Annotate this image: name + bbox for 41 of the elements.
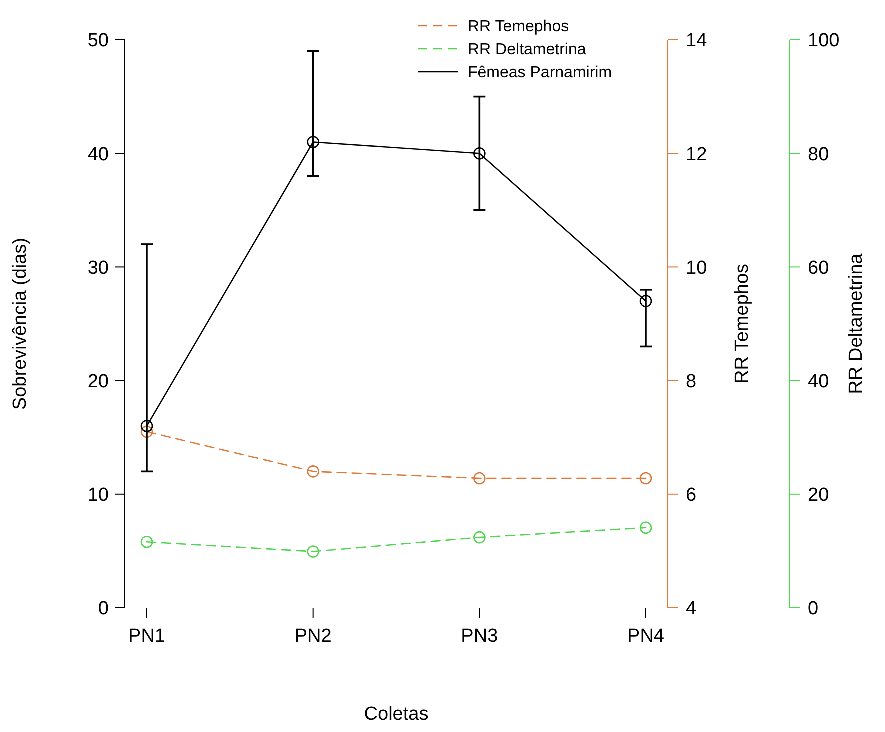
y2-tick-label: 4: [686, 598, 697, 620]
y-axis-title: Sobrevivência (dias): [10, 238, 31, 410]
x-tick-label: PN3: [461, 626, 498, 647]
y2-tick-label: 8: [686, 371, 697, 392]
y3-tick-label: 0: [808, 598, 819, 620]
legend-label: RR Temephos: [468, 18, 570, 36]
y2-tick-label: 6: [686, 485, 697, 506]
y-tick-label: 20: [88, 371, 109, 392]
legend-label: RR Deltametrina: [468, 42, 586, 59]
point: [307, 136, 320, 148]
point: [474, 147, 486, 160]
y-tick-label: 50: [88, 30, 109, 52]
y3-tick-label: 20: [808, 485, 830, 506]
y3-tick-label: 100: [808, 30, 840, 52]
y2-axis-title: RR Temephos: [732, 264, 753, 384]
y3-tick-label: 40: [808, 371, 830, 392]
x-tick-label: PN1: [128, 626, 166, 647]
y3-tick-label: 80: [808, 144, 830, 166]
x-axis-title: Coletas: [364, 704, 429, 725]
point: [474, 472, 486, 485]
x-tick-label: PN4: [628, 626, 665, 647]
y2-tick-label: 12: [686, 144, 708, 166]
x-tick-label: PN2: [294, 626, 332, 647]
y-tick-label: 40: [88, 144, 109, 166]
legend-label: Fêmeas Parnamirim: [468, 64, 612, 82]
y-tick-label: 10: [88, 485, 109, 506]
y3-axis-title: RR Deltametrina: [846, 253, 867, 394]
y3-tick-label: 60: [808, 258, 830, 279]
point: [640, 295, 652, 308]
point: [307, 466, 320, 478]
point: [640, 472, 652, 485]
point: [140, 420, 154, 432]
point: [640, 522, 652, 534]
y-tick-label: 30: [88, 258, 109, 279]
y2-tick-label: 10: [686, 258, 708, 279]
point: [140, 536, 154, 548]
y-tick-label: 0: [98, 598, 109, 620]
point: [474, 531, 486, 544]
y2-tick-label: 14: [686, 30, 708, 52]
point: [307, 546, 320, 558]
point: [140, 426, 154, 438]
